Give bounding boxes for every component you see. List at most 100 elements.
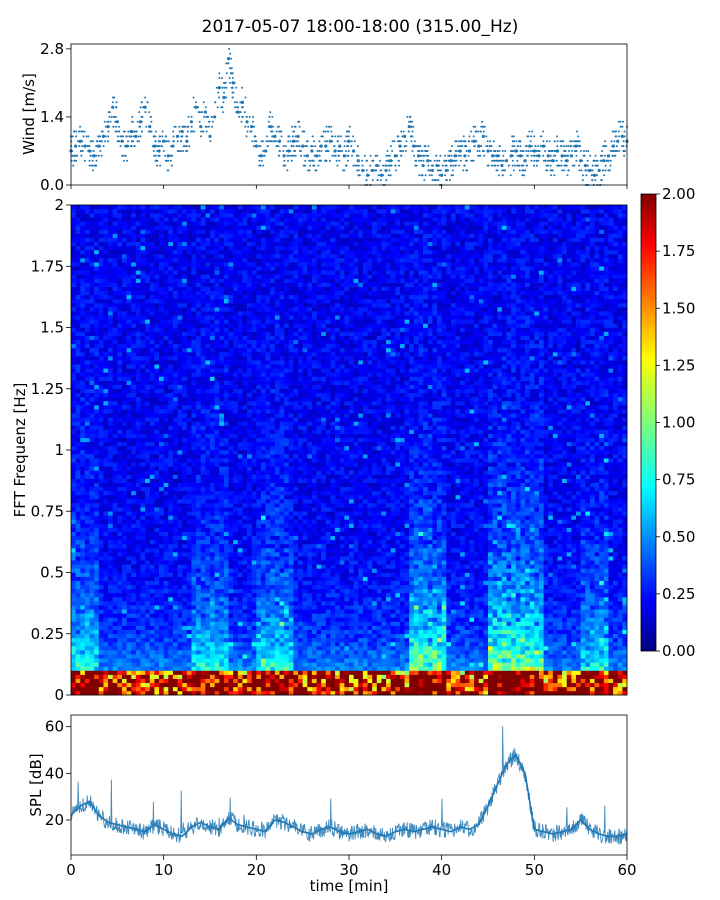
spectrogram-cell xyxy=(172,364,178,369)
spectrogram-cell xyxy=(131,425,137,430)
spectrogram-cell xyxy=(145,413,151,418)
spectrogram-cell xyxy=(71,360,76,365)
spectrogram-cell xyxy=(94,437,100,443)
spectrogram-cell xyxy=(177,637,183,643)
wind-sample-point xyxy=(190,125,193,128)
spectrogram-cell xyxy=(145,217,151,222)
wind-sample-point xyxy=(612,154,615,157)
spectrogram-cell xyxy=(154,262,160,267)
spectrogram-cell xyxy=(112,413,118,418)
spectrogram-cell xyxy=(75,646,81,651)
spectrogram-cell xyxy=(135,601,141,606)
spectrogram-cell xyxy=(112,592,118,598)
spectrogram-cell xyxy=(196,433,202,439)
spectrogram-cell xyxy=(163,266,169,271)
spectrogram-cell xyxy=(126,298,132,304)
spectrogram-cell xyxy=(140,270,146,275)
spectrogram-cell xyxy=(182,254,188,259)
spectrogram-cell xyxy=(182,241,188,247)
spectrogram-cell xyxy=(98,229,104,234)
spectrogram-cell xyxy=(140,552,146,557)
spectrogram-cell xyxy=(75,356,81,361)
spectrogram-cell xyxy=(80,592,86,598)
spectrogram-cell xyxy=(177,601,183,606)
spectrogram-cell xyxy=(117,384,123,390)
spectrogram-cell xyxy=(103,241,109,247)
spectrogram-cell xyxy=(154,221,160,226)
spectrogram-cell xyxy=(103,515,109,520)
spectrogram-cell xyxy=(154,368,160,373)
spectrogram-cell xyxy=(200,490,206,496)
spectrogram-cell xyxy=(177,392,183,398)
spectrogram-cell xyxy=(135,625,141,630)
spectrogram-cell xyxy=(108,670,113,675)
spectrogram-cell xyxy=(84,286,90,292)
spectrogram-cell xyxy=(84,217,90,222)
spectrogram-cell xyxy=(140,323,146,328)
spectrogram-cell xyxy=(200,327,206,332)
spectrogram-cell xyxy=(159,527,164,532)
spectrogram-cell xyxy=(89,609,95,614)
spectrogram-cell xyxy=(94,396,100,402)
spectrogram-cell xyxy=(200,515,206,520)
spectrogram-cell xyxy=(112,478,118,483)
wind-sample-point xyxy=(585,174,588,177)
spectrogram-cell xyxy=(135,454,141,459)
spectrogram-cell xyxy=(177,535,183,541)
spectrogram-cell xyxy=(149,637,155,643)
spectrogram-cell xyxy=(149,266,155,271)
spectrogram-cell xyxy=(94,633,100,639)
spectrogram-cell xyxy=(182,646,188,651)
spectrogram-cell xyxy=(182,601,188,606)
spectrogram-cell xyxy=(108,494,113,500)
spectrogram-cell xyxy=(168,388,174,394)
spectrogram-cell xyxy=(94,319,100,324)
spectrogram-cell xyxy=(135,270,141,275)
spectrogram-cell xyxy=(131,482,137,488)
spectrogram-cell xyxy=(177,482,183,488)
wind-sample-point xyxy=(622,140,625,143)
spectrogram-cell xyxy=(75,249,81,255)
spectrogram-cell xyxy=(103,237,109,243)
spectrogram-cell xyxy=(182,482,188,488)
wind-sample-point xyxy=(101,130,104,133)
spectrogram-cell xyxy=(71,409,76,414)
spectrogram-cell xyxy=(71,209,76,214)
spectrogram-cell xyxy=(126,552,132,557)
wind-sample-point xyxy=(116,135,119,138)
spectrogram-cell xyxy=(84,613,90,618)
wind-point xyxy=(356,159,360,163)
spectrogram-cell xyxy=(163,548,169,553)
spectrogram-cell xyxy=(154,409,160,414)
spectrogram-cell xyxy=(126,311,132,316)
spectrogram-cell xyxy=(182,298,188,304)
spectrogram-cell xyxy=(200,401,206,406)
spectrogram-cell xyxy=(75,654,81,659)
spectrogram-cell xyxy=(94,225,100,230)
spectrogram-cell xyxy=(121,674,127,679)
spectrogram-cell xyxy=(103,221,109,226)
spectrogram-cell xyxy=(117,311,123,316)
spectrogram-cell xyxy=(103,384,109,390)
spectrogram-cell xyxy=(84,298,90,304)
wind-sample-point xyxy=(463,154,466,157)
spectrogram-cell xyxy=(191,556,197,561)
wind-sample-point xyxy=(198,120,201,123)
spectrogram-cell xyxy=(126,356,132,361)
spectrogram-cell xyxy=(149,445,155,451)
spectrogram-cell xyxy=(191,613,197,618)
wind-sample-point xyxy=(493,154,496,157)
spectrogram-cell xyxy=(75,335,81,341)
spectrogram-cell xyxy=(131,225,137,230)
spectrogram-cell xyxy=(126,323,132,328)
wind-sample-point xyxy=(313,154,316,157)
spectrogram-cell xyxy=(80,458,86,463)
spectrogram-cell xyxy=(163,343,169,349)
spectrogram-cell xyxy=(80,433,86,439)
spectrogram-cell xyxy=(108,637,113,643)
spectrogram-cell xyxy=(168,286,174,292)
spectrogram-cell xyxy=(112,458,118,463)
wind-sample-point xyxy=(186,150,189,152)
wind-sample-point xyxy=(429,169,432,172)
spectrogram-cell xyxy=(186,372,192,377)
